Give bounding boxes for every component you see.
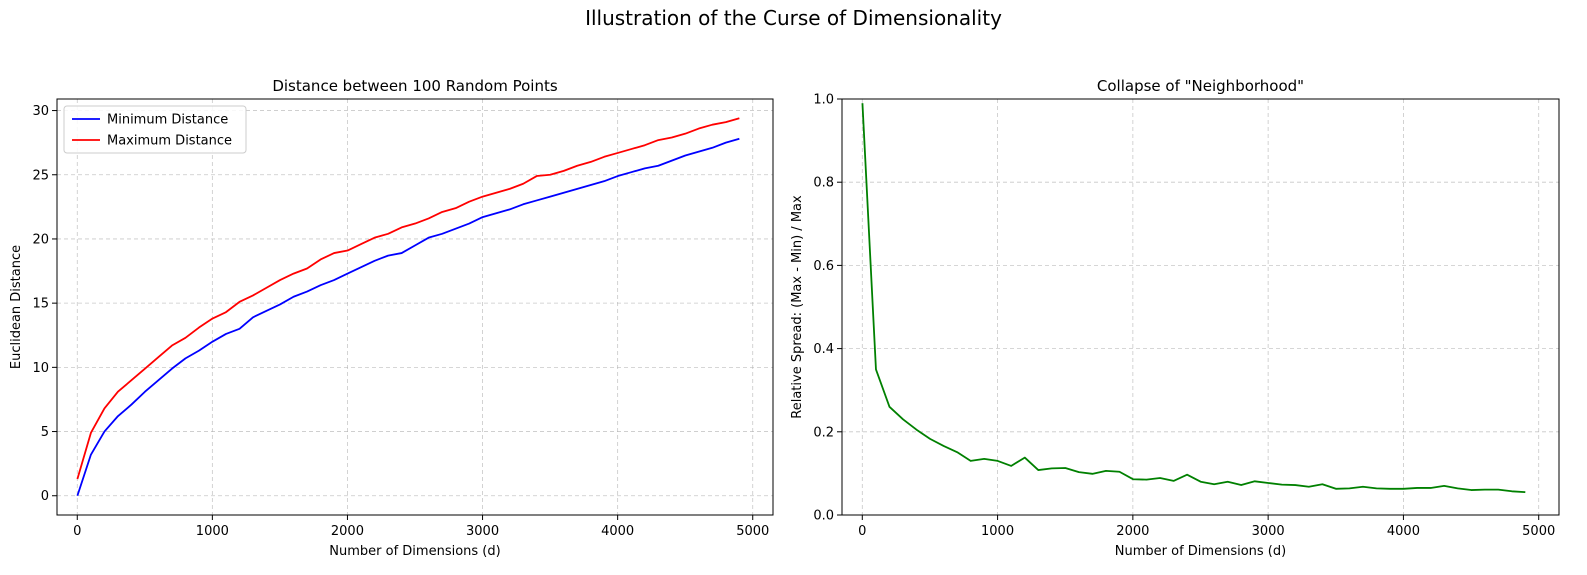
- left-x-tick-label-1: 1000: [196, 524, 229, 539]
- right-x-tick-label-1: 1000: [981, 524, 1014, 539]
- left-series-line-1: [76, 117, 740, 480]
- right-y-tick-label-5: 1.0: [813, 93, 834, 108]
- left-x-tick-label-2: 2000: [331, 524, 364, 539]
- right-y-axis-label: Relative Spread: (Max - Min) / Max: [790, 195, 805, 419]
- right-y-tick-label-3: 0.6: [813, 259, 834, 274]
- left-legend-label-0: Minimum Distance: [107, 113, 228, 128]
- right-x-tick-label-3: 3000: [1252, 524, 1285, 539]
- right-y-tick-label-1: 0.2: [813, 425, 834, 440]
- right-axes-frame: [841, 98, 1560, 516]
- right-x-axis-label: Number of Dimensions (d): [1115, 544, 1286, 559]
- left-y-tick-label-3: 15: [32, 297, 49, 312]
- right-x-tick-label-5: 5000: [1522, 524, 1555, 539]
- left-y-tick-label-0: 0: [41, 489, 49, 504]
- left-x-tick-label-4: 4000: [601, 524, 634, 539]
- left-axes: 0 1000 2000 3000 4000 5000 0 5 10 15 20 25 30 Distanc…: [9, 77, 774, 559]
- figure-suptitle: Illustration of the Curse of Dimensional…: [585, 6, 1002, 30]
- right-y-tick-label-0: 0.0: [813, 509, 834, 524]
- left-y-axis-label: Euclidean Distance: [9, 245, 24, 369]
- left-y-tick-label-1: 5: [41, 425, 49, 440]
- right-axes: 0 1000 2000 3000 4000 5000 0.0 0.2 0.4 0.6 0.8 1.0 C…: [790, 77, 1560, 559]
- left-y-tick-label-2: 10: [32, 361, 49, 376]
- left-axes-title: Distance between 100 Random Points: [272, 77, 558, 95]
- left-series-line-0: [76, 137, 740, 497]
- left-y-tick-label-4: 20: [32, 232, 49, 247]
- left-axes-frame: [56, 98, 774, 516]
- left-legend-box: [63, 105, 247, 154]
- right-axes-title: Collapse of "Neighborhood": [1097, 77, 1304, 95]
- right-x-tick-label-0: 0: [858, 524, 866, 539]
- left-x-tick-label-0: 0: [73, 524, 81, 539]
- left-y-tick-label-6: 30: [32, 104, 49, 119]
- left-y-tick-label-5: 25: [32, 168, 49, 183]
- right-x-tick-label-2: 2000: [1116, 524, 1149, 539]
- right-series-line-0: [861, 103, 1526, 494]
- left-legend-label-1: Maximum Distance: [107, 134, 232, 149]
- right-x-tick-label-4: 4000: [1387, 524, 1420, 539]
- right-y-tick-label-4: 0.8: [813, 176, 834, 191]
- right-y-tick-label-2: 0.4: [813, 342, 834, 357]
- left-x-axis-label: Number of Dimensions (d): [329, 544, 500, 559]
- left-x-tick-label-5: 5000: [736, 524, 769, 539]
- left-x-tick-label-3: 3000: [466, 524, 499, 539]
